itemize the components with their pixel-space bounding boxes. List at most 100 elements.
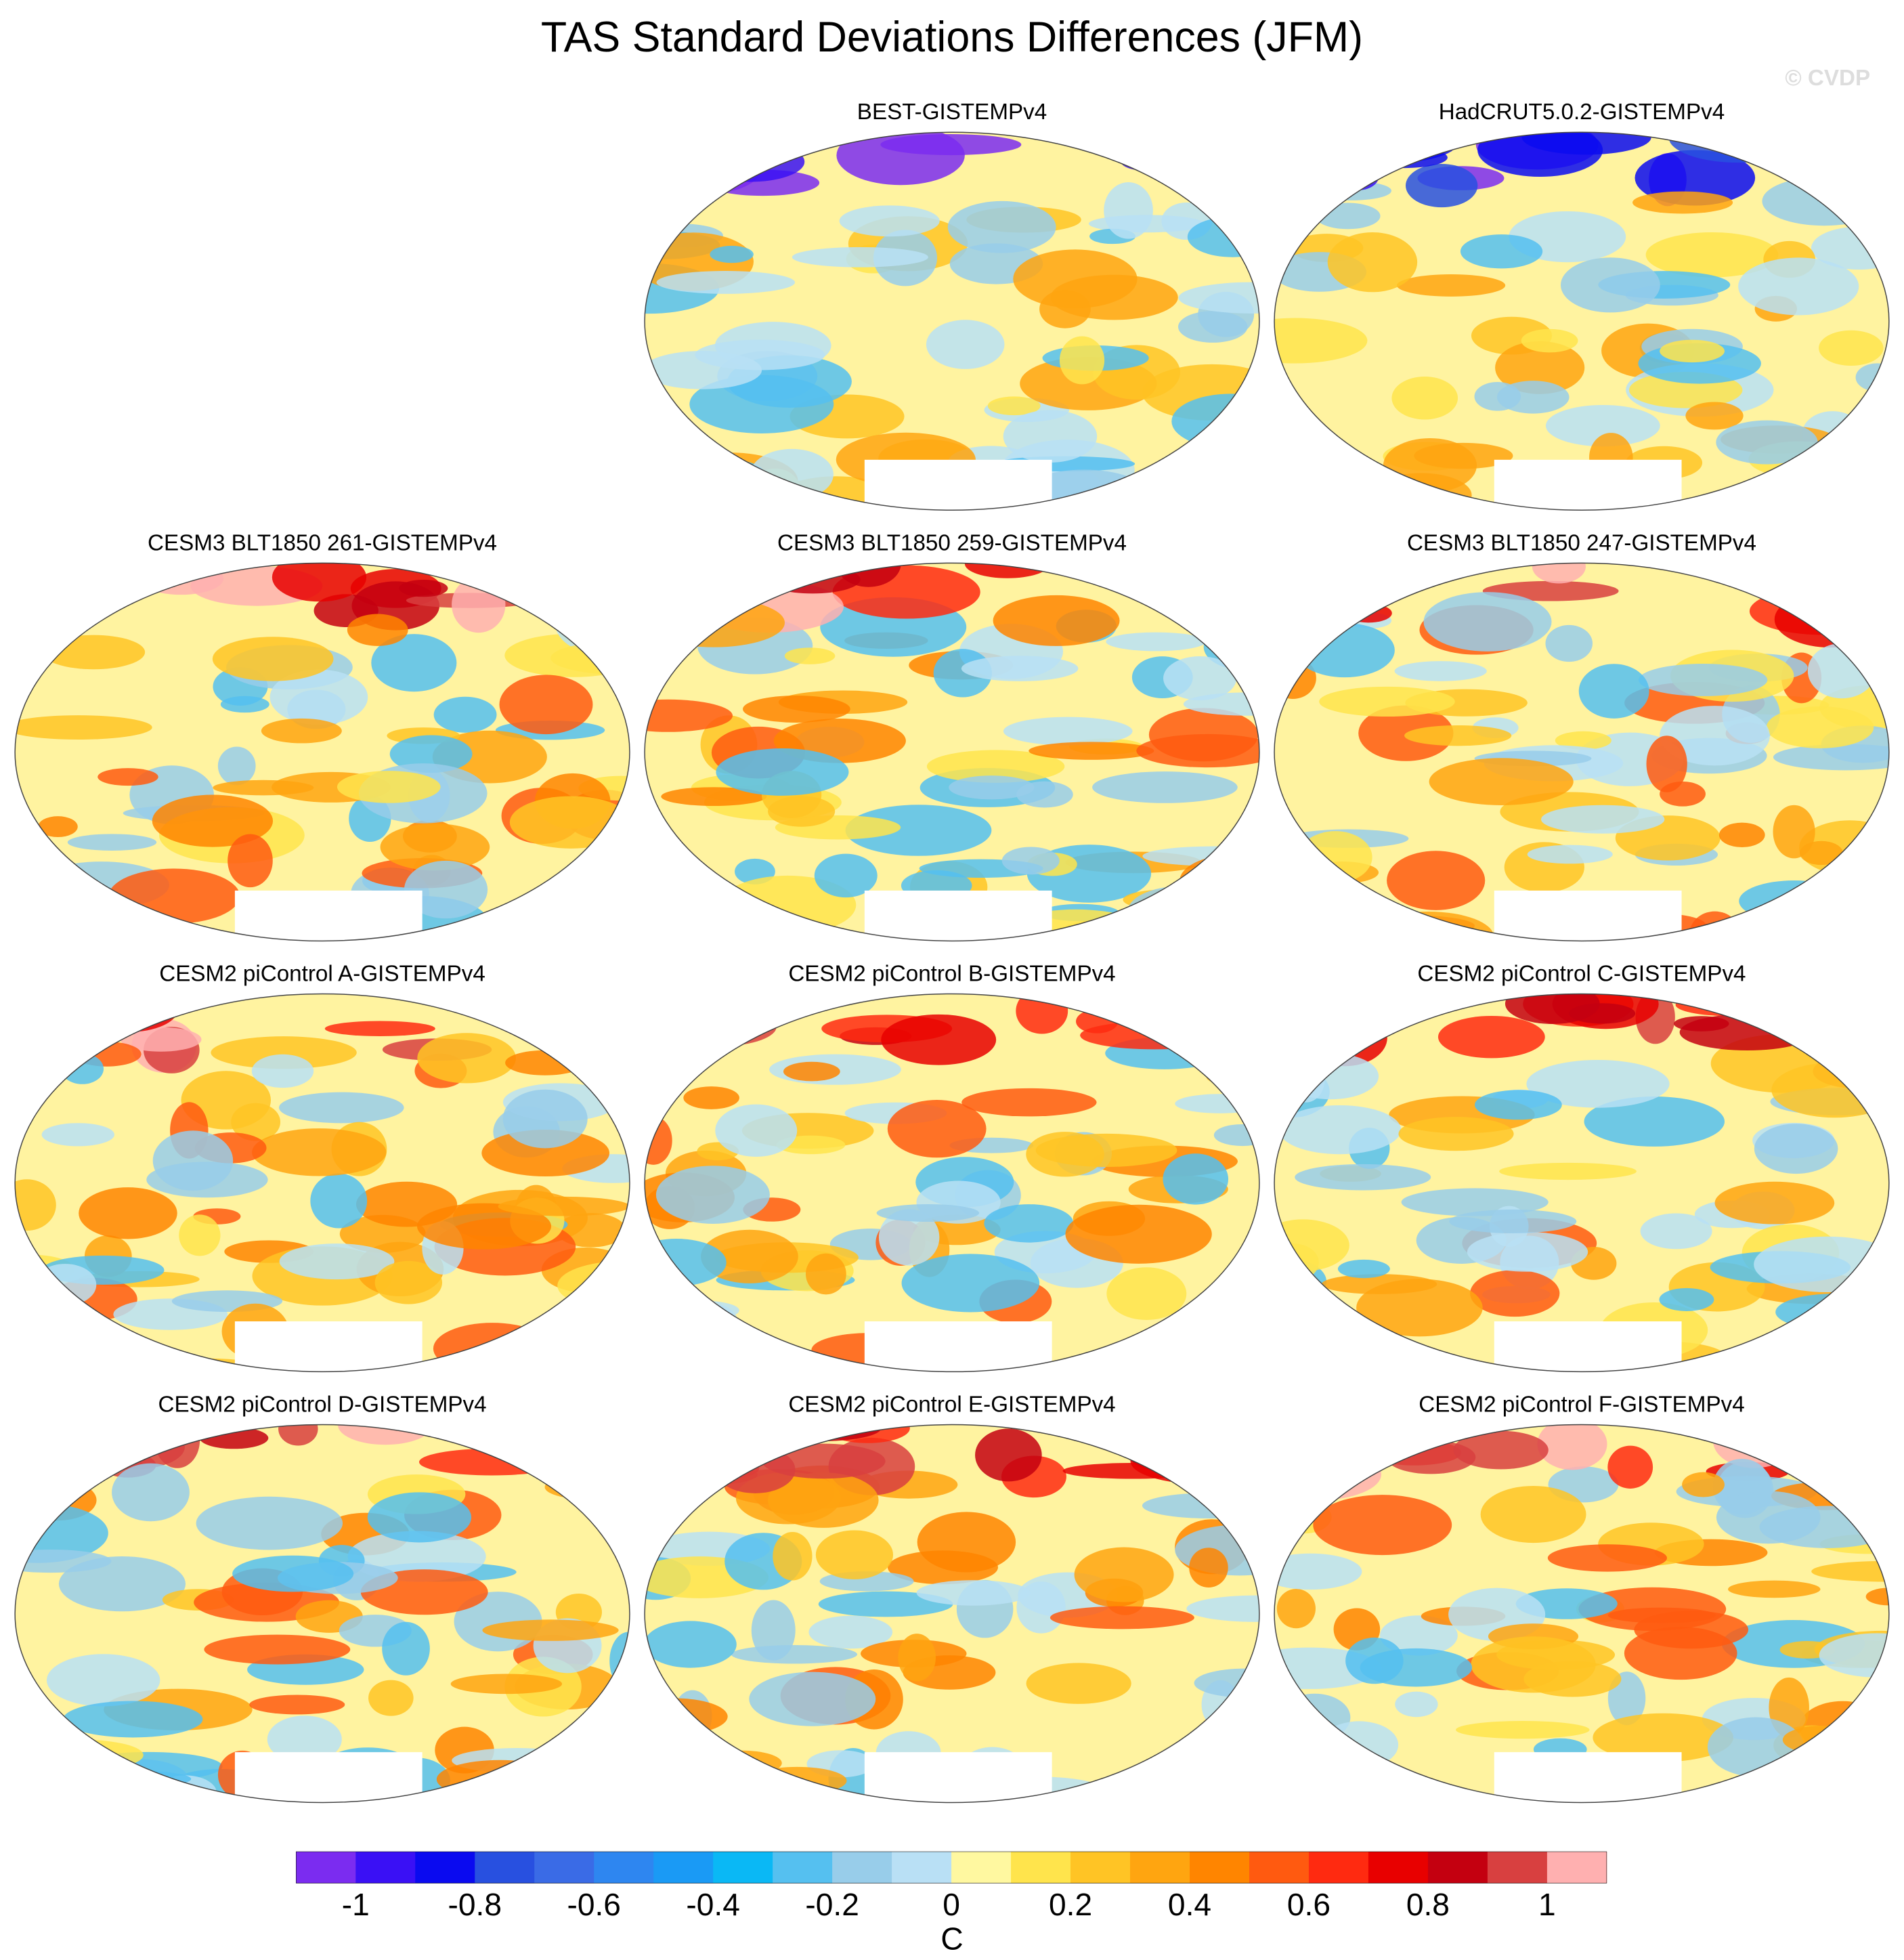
map-region	[220, 696, 269, 713]
map-region	[1274, 895, 1400, 941]
map-region	[916, 1580, 1031, 1606]
map-region	[645, 449, 667, 506]
map-region	[645, 699, 733, 732]
map-outline	[644, 1424, 1260, 1804]
map-region	[1221, 847, 1259, 906]
map-region	[41, 1123, 114, 1147]
map-region	[683, 1086, 739, 1109]
map-region	[481, 1130, 610, 1176]
map-region	[1766, 706, 1874, 748]
map-region	[1716, 1491, 1821, 1544]
map-region	[1714, 1181, 1835, 1224]
map-region	[1274, 1647, 1382, 1689]
map-region	[1163, 656, 1237, 700]
colorbar-tick-label: 0.8	[1406, 1887, 1450, 1922]
map-region	[374, 1260, 443, 1304]
map-region	[887, 1100, 987, 1158]
map-region	[814, 853, 878, 898]
map-region	[152, 794, 274, 847]
map-region	[1274, 879, 1344, 899]
map-region	[1532, 563, 1586, 584]
map-region	[1762, 176, 1886, 226]
map-region	[534, 912, 630, 941]
map-region	[23, 994, 89, 1017]
map-region	[1555, 731, 1611, 750]
map-region	[204, 1634, 351, 1665]
map-region	[1718, 822, 1765, 847]
map-region	[249, 1695, 345, 1715]
map-region	[485, 906, 554, 941]
map-region	[267, 1716, 342, 1763]
map-region	[15, 1179, 56, 1231]
map-region	[1815, 1017, 1863, 1048]
map-region	[1495, 341, 1585, 394]
map-region	[749, 1671, 876, 1726]
map-region	[701, 1229, 798, 1283]
map-region	[727, 486, 794, 511]
map-region	[1414, 442, 1513, 469]
map-antarctica	[864, 1752, 1052, 1803]
map-antarctica	[864, 1321, 1052, 1372]
map-region	[1276, 563, 1391, 595]
map-region	[1315, 203, 1381, 230]
map-region	[49, 1010, 118, 1049]
map-region	[1800, 840, 1843, 866]
map-region	[482, 1619, 619, 1641]
map-region	[1816, 994, 1889, 1027]
map-region	[645, 1621, 737, 1668]
colorbar-tick-label: 0.6	[1287, 1887, 1330, 1922]
map-region	[1496, 381, 1570, 414]
map-region	[1578, 664, 1649, 719]
map-region	[1327, 232, 1418, 293]
map-region	[1065, 1204, 1212, 1264]
map-region	[806, 1253, 846, 1295]
map-region	[1429, 758, 1574, 805]
map-region	[669, 1006, 777, 1046]
map-region	[1212, 194, 1259, 237]
map-region	[1274, 1330, 1312, 1357]
map-outline	[14, 562, 630, 942]
map-region	[917, 1512, 1016, 1573]
map-region	[108, 868, 240, 924]
map-region	[1682, 1472, 1725, 1497]
map-region	[1739, 880, 1850, 922]
map-outline	[644, 131, 1260, 511]
map-region	[818, 1591, 953, 1617]
map-region	[645, 424, 680, 454]
map-region	[693, 1304, 740, 1355]
map-region	[1050, 1606, 1194, 1629]
map-region	[792, 247, 928, 268]
map	[15, 994, 630, 1372]
map-region	[1274, 1027, 1379, 1043]
map-region	[498, 1196, 630, 1216]
map-antarctica	[1494, 890, 1682, 941]
map-region	[278, 1092, 404, 1124]
map-region	[1640, 1213, 1712, 1250]
colorbar-box	[773, 1852, 833, 1883]
map-region	[399, 579, 448, 597]
map-region	[38, 816, 78, 838]
map-region	[1163, 1153, 1229, 1205]
colorbar-box	[1130, 1852, 1190, 1883]
map-region	[645, 870, 681, 906]
map-region	[1200, 994, 1259, 1009]
map-region	[1716, 420, 1818, 465]
map-antarctica	[1494, 459, 1682, 511]
map-region	[743, 695, 850, 723]
map-region	[1474, 1090, 1562, 1120]
map-region	[1212, 1342, 1255, 1372]
map-region	[74, 1751, 223, 1781]
colorbar-box	[653, 1852, 714, 1883]
map-region	[845, 805, 992, 856]
map-region	[559, 1461, 630, 1489]
map-region	[1361, 147, 1448, 169]
map-region	[1437, 1015, 1545, 1059]
map-region	[15, 1729, 89, 1785]
colorbar-box	[1546, 1852, 1607, 1883]
map-region	[509, 796, 630, 849]
map-region	[1274, 318, 1368, 364]
map-region	[15, 1426, 94, 1471]
map-region	[645, 598, 785, 647]
panel-title: CESM3 BLT1850 259-GISTEMPv4	[777, 530, 1127, 555]
map-region	[1274, 657, 1316, 699]
